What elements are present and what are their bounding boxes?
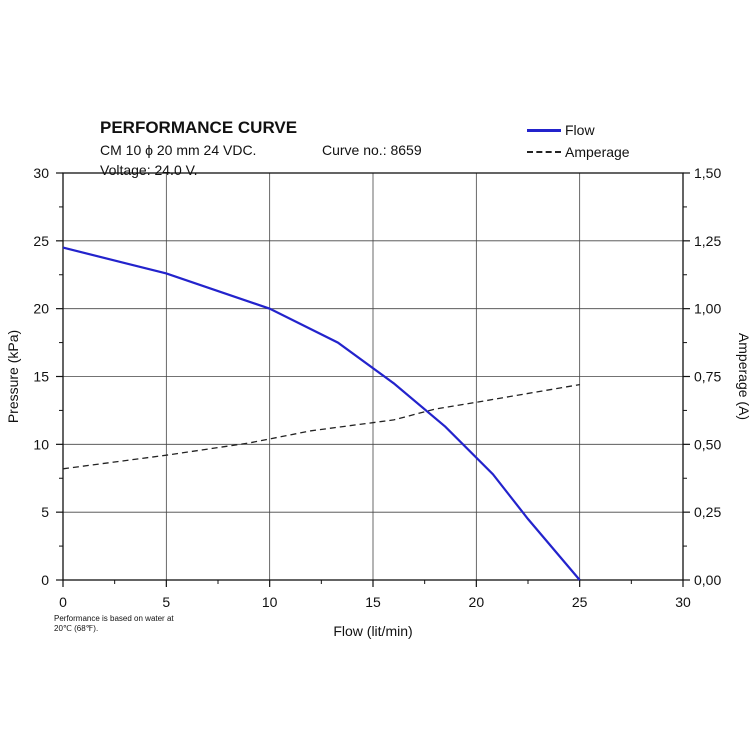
series-line-flow [62,246,581,581]
y-tick-label: 10 [33,436,49,452]
model-label: CM 10 ϕ 20 mm 24 VDC. [100,142,257,158]
legend-item-flow: Flow [527,122,595,138]
legend-item-amperage: Amperage [527,144,630,160]
x-tick-label: 0 [59,594,67,610]
x-tick-label: 30 [675,594,691,610]
y2-tick-label: 1,25 [694,233,721,249]
legend-label-amperage: Amperage [565,144,630,160]
x-tick-label: 20 [469,594,485,610]
y-tick-label: 0 [41,572,49,588]
y2-tick-label: 0,75 [694,369,721,385]
y-tick-label: 25 [33,233,49,249]
y2-tick-label: 1,00 [694,301,721,317]
y-tick-label: 20 [33,301,49,317]
y2-tick-label: 0,00 [694,572,721,588]
x-tick-label: 15 [365,594,381,610]
voltage-label: Voltage: 24.0 V. [100,162,198,178]
y-axis-label: Pressure (kPa) [5,330,21,423]
performance-note: Performance is based on water at 20℃ (68… [54,614,174,633]
y-tick-label: 5 [41,504,49,520]
x-tick-label: 5 [162,594,170,610]
legend-label-flow: Flow [565,122,595,138]
x-tick-label: 25 [572,594,588,610]
x-tick-label: 10 [262,594,278,610]
y2-tick-label: 0,50 [694,436,721,452]
y2-axis-label: Amperage (A) [736,333,752,420]
legend-swatch-amperage [527,151,561,153]
chart-title: PERFORMANCE CURVE [100,118,298,137]
y-tick-label: 30 [33,165,49,181]
x-axis-label: Flow (lit/min) [333,623,412,639]
y2-tick-label: 1,50 [694,165,721,181]
y2-tick-label: 0,25 [694,504,721,520]
y-tick-label: 15 [33,369,49,385]
legend-swatch-flow [527,128,561,132]
curve-number-label: Curve no.: 8659 [322,142,422,158]
series-line-amperage [62,383,580,470]
